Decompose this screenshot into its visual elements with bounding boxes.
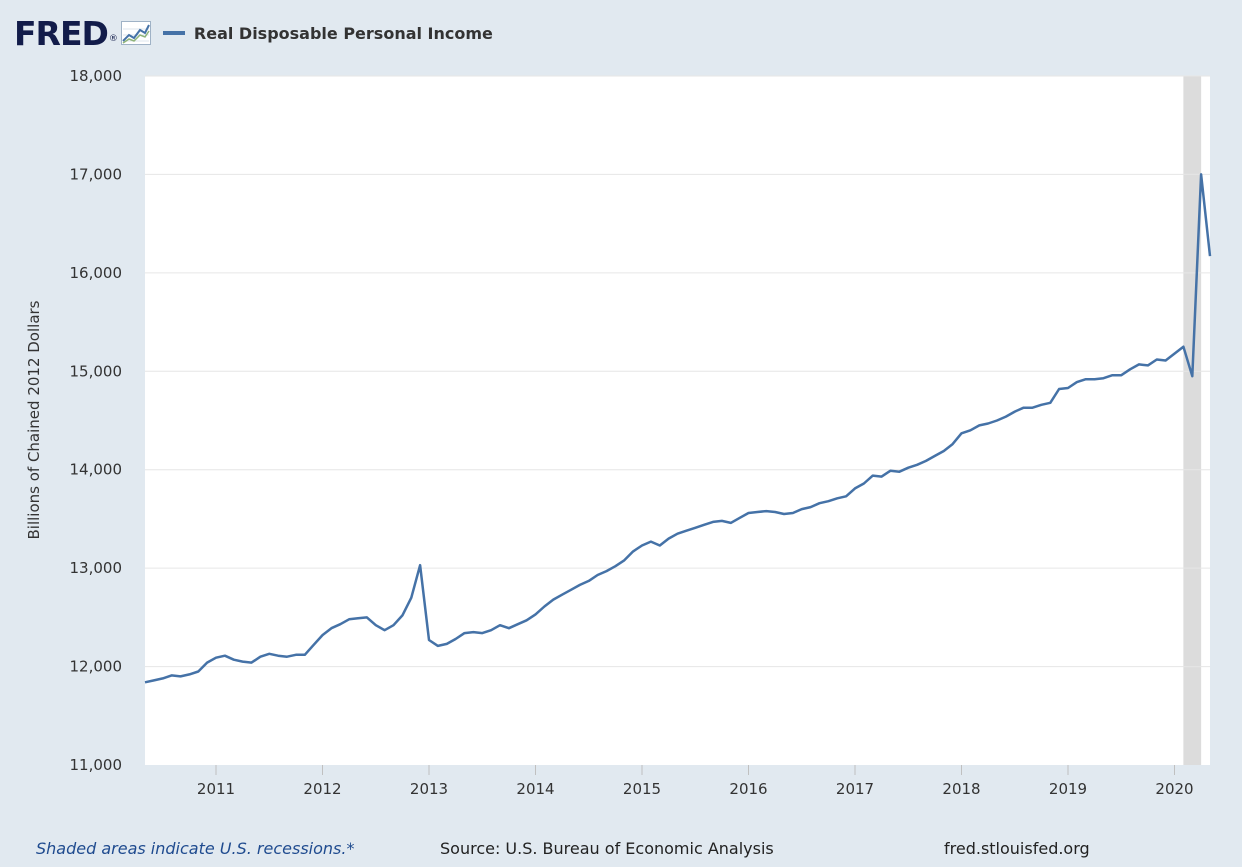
- y-tick-label: 12,000: [70, 658, 123, 676]
- y-tick-label: 11,000: [70, 756, 123, 774]
- x-axis-ticks: 2011 2012 2013 2014 2015 2016 2017 2018 2019 2020: [197, 765, 1194, 798]
- series-lines: [144, 173, 1212, 684]
- recession-band: [1183, 76, 1202, 765]
- chart-legend: Real Disposable Personal Income: [162, 23, 493, 43]
- plot-area: [145, 76, 1210, 765]
- y-tick-label: 14,000: [70, 461, 123, 479]
- x-tick-label: 2015: [623, 780, 661, 798]
- x-tick-label: 2014: [516, 780, 554, 798]
- site-url[interactable]: fred.stlouisfed.org: [944, 839, 1090, 858]
- x-tick-label: 2017: [836, 780, 874, 798]
- series-line[interactable]: [144, 173, 1212, 684]
- fred-logo[interactable]: FRED ®: [14, 17, 151, 50]
- recession-shading: [1183, 76, 1202, 765]
- legend-label: Real Disposable Personal Income: [193, 23, 493, 43]
- fred-logo-text: FRED: [14, 13, 109, 53]
- source-note: Source: U.S. Bureau of Economic Analysis: [440, 839, 774, 858]
- x-tick-label: 2020: [1155, 780, 1193, 798]
- chart-footer: Shaded areas indicate U.S. recessions.* …: [0, 839, 1242, 863]
- recession-note[interactable]: Shaded areas indicate U.S. recessions.*: [36, 839, 355, 858]
- y-tick-label: 15,000: [70, 362, 123, 380]
- x-tick-label: 2011: [197, 780, 235, 798]
- x-tick-label: 2016: [729, 780, 767, 798]
- chart-header: FRED ® Real Disposable Personal Income: [14, 12, 493, 54]
- line-graph-icon: [120, 21, 151, 45]
- legend-swatch: [162, 31, 185, 35]
- x-tick-label: 2019: [1049, 780, 1087, 798]
- y-tick-label: 16,000: [70, 264, 123, 282]
- y-tick-label: 13,000: [70, 559, 123, 577]
- x-tick-label: 2013: [410, 780, 448, 798]
- gridlines: [145, 75, 1210, 668]
- y-tick-label: 18,000: [70, 67, 123, 85]
- registered-mark: ®: [108, 33, 118, 44]
- y-axis-label: Billions of Chained 2012 Dollars: [25, 300, 43, 539]
- x-tick-label: 2018: [942, 780, 980, 798]
- x-tick-label: 2012: [303, 780, 341, 798]
- y-tick-label: 17,000: [70, 165, 123, 183]
- y-axis-ticks: 11,000 12,000 13,000 14,000 15,000 16,000 17,0…: [70, 67, 123, 774]
